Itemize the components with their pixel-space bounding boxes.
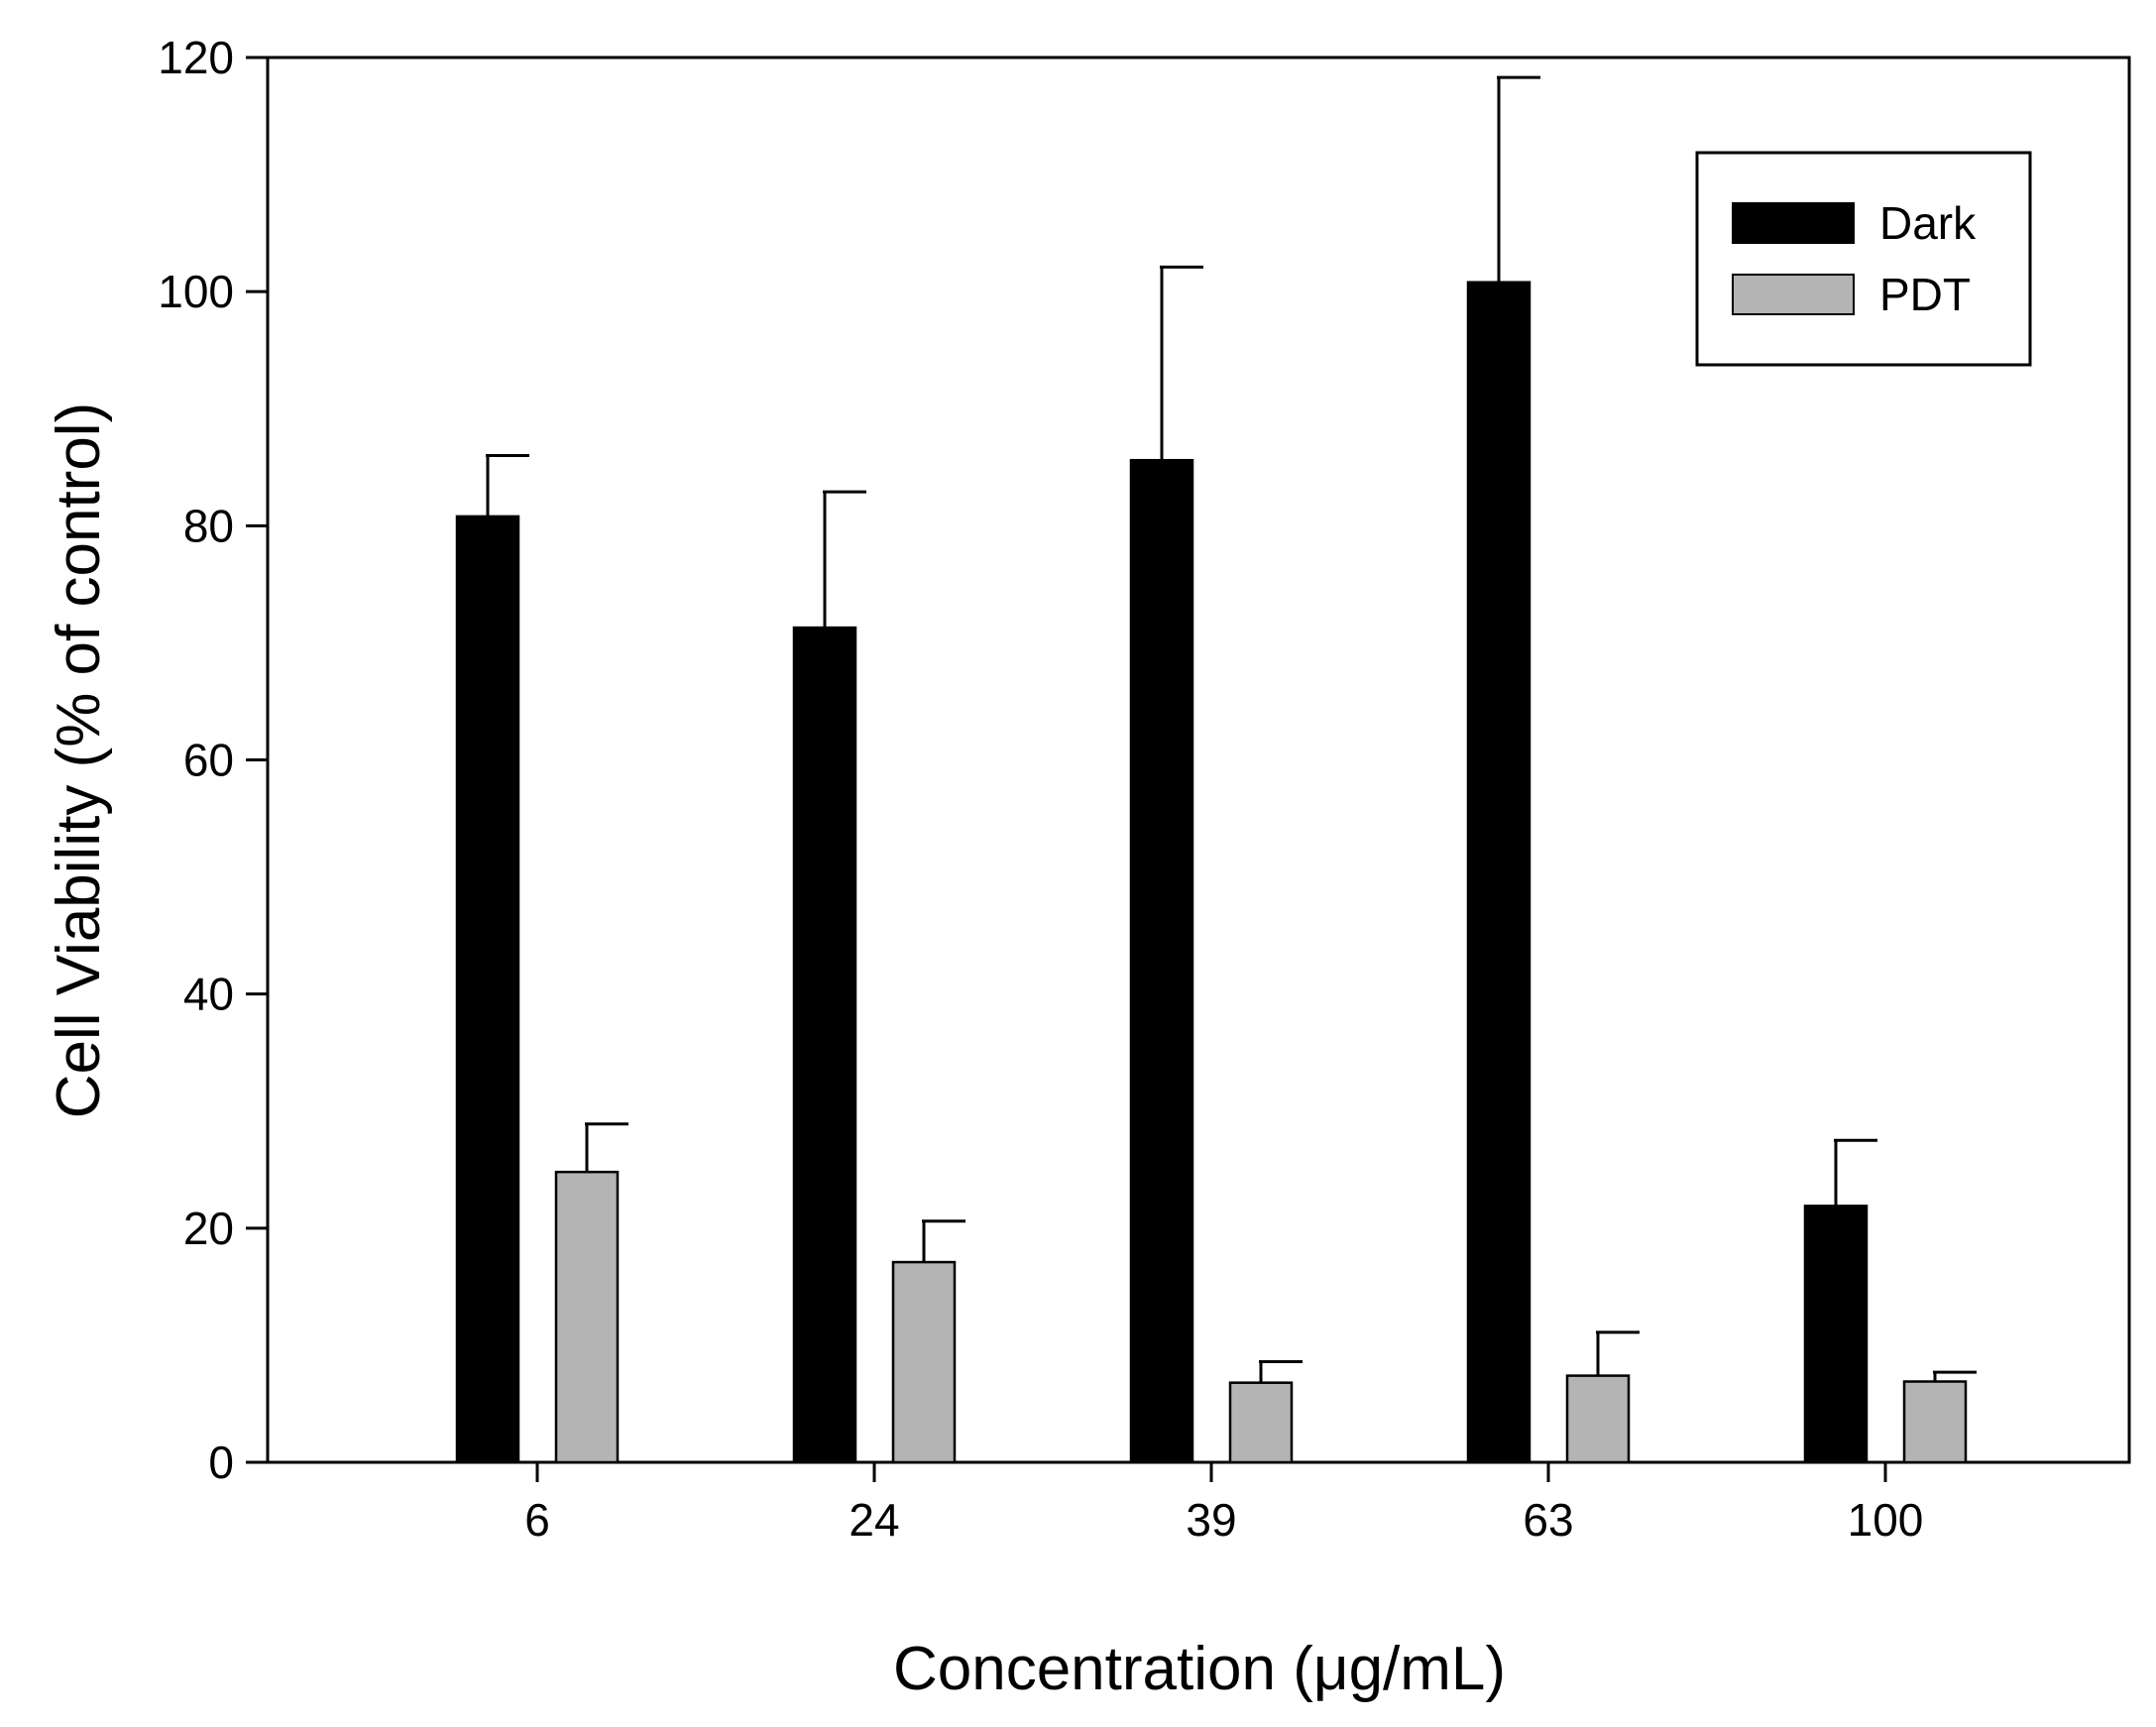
x-tick-label: 100 <box>1848 1494 1924 1546</box>
x-tick-label: 63 <box>1523 1494 1573 1546</box>
error-bars-group <box>486 75 1977 1383</box>
bar-pdt <box>1565 1374 1631 1464</box>
x-tick-label: 39 <box>1186 1494 1236 1546</box>
x-axis: 6 24 39 63 100 <box>524 1462 1923 1546</box>
bar-dark <box>792 626 857 1464</box>
bar-dark <box>1129 458 1194 1464</box>
x-tick-label: 24 <box>849 1494 899 1546</box>
y-tick-label: 20 <box>183 1203 234 1254</box>
bar-pdt <box>1902 1380 1968 1464</box>
y-tick-label: 0 <box>208 1437 234 1488</box>
bar-pdt <box>891 1260 957 1464</box>
legend-label-dark: Dark <box>1879 197 1977 249</box>
legend-swatch-pdt <box>1732 274 1855 315</box>
y-tick-label: 80 <box>183 500 234 551</box>
legend: Dark PDT <box>1695 151 2032 367</box>
bar-pdt <box>554 1170 620 1464</box>
bar-dark <box>1803 1205 1869 1464</box>
y-tick-label: 100 <box>158 266 234 317</box>
y-axis-title: Cell Viability (% of control) <box>45 403 113 1118</box>
bars-group <box>455 281 1968 1464</box>
x-tick-label: 6 <box>524 1494 550 1546</box>
y-axis: 0 20 40 60 80 100 120 <box>158 32 268 1488</box>
y-tick-label: 40 <box>183 969 234 1020</box>
y-tick-label: 120 <box>158 32 234 83</box>
bar-pdt <box>1228 1381 1294 1464</box>
bar-dark <box>1466 281 1532 1464</box>
x-axis-title: Concentration (μg/mL) <box>893 1635 1506 1703</box>
bar-dark <box>455 515 520 1464</box>
y-tick-label: 60 <box>183 735 234 786</box>
legend-box <box>1695 151 2032 367</box>
legend-label-pdt: PDT <box>1879 269 1971 320</box>
legend-swatch-dark <box>1732 202 1855 244</box>
